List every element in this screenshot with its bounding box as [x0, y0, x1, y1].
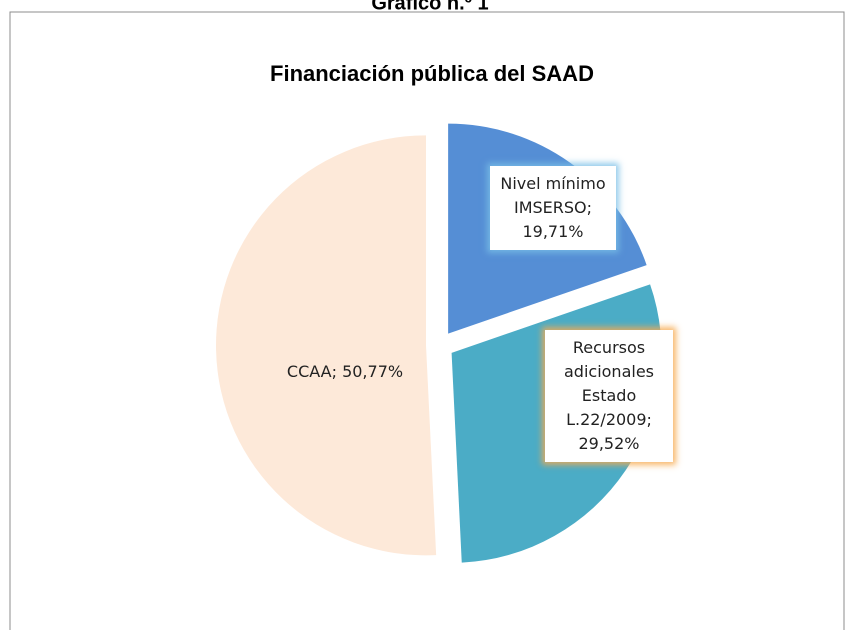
header: Gráfico n.º 1 — [371, 0, 488, 14]
chart-title: Financiación pública del SAAD — [270, 61, 594, 86]
data-label: CCAA; 50,77% — [286, 362, 404, 381]
data-label: Nivel mínimo IMSERSO; 19,71% — [490, 166, 616, 250]
data-label: Recursos adicionales Estado L.22/2009; 2… — [545, 330, 673, 462]
pie-slice — [216, 135, 437, 556]
